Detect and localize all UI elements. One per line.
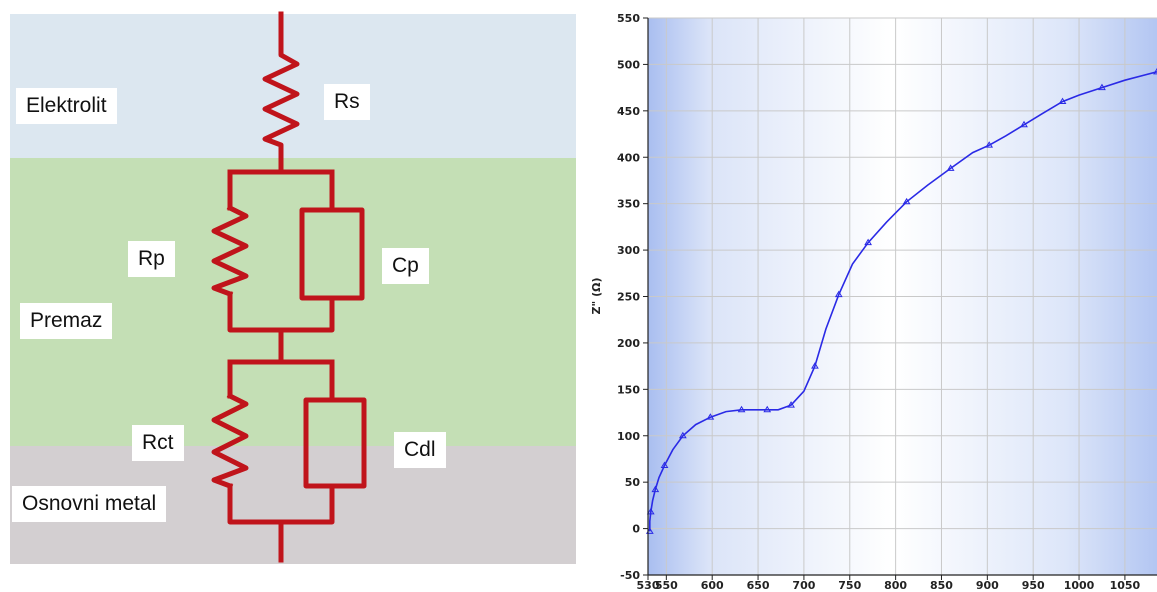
- x-tick-label: 650: [747, 579, 770, 592]
- y-axis-label: Z" (Ω): [590, 278, 603, 315]
- data-point: [660, 461, 669, 468]
- component-label-rp: Rp: [128, 241, 175, 277]
- data-point: [985, 141, 994, 148]
- layer-premaz: [10, 158, 576, 446]
- data-point: [737, 405, 746, 413]
- data-point: [1098, 83, 1106, 91]
- resistor-rct: [211, 392, 249, 490]
- data-point: [763, 405, 772, 413]
- x-tick-label: 550: [655, 579, 678, 592]
- capacitor-cp: [299, 207, 365, 301]
- y-tick-labels: -50 0 50 100 150 200 250 300 350 400 450 500 550: [617, 12, 648, 582]
- data-point: [946, 164, 955, 171]
- y-tick-label: 300: [617, 244, 640, 257]
- x-tick-label: 600: [701, 579, 724, 592]
- data-point: [651, 485, 660, 493]
- component-label-rs: Rs: [324, 84, 370, 120]
- y-tick-label: 250: [617, 291, 640, 304]
- x-tick-label: 850: [930, 579, 953, 592]
- capacitor-cdl: [303, 397, 367, 489]
- component-label-cdl: Cdl: [394, 432, 446, 468]
- component-label-rct: Rct: [132, 425, 184, 461]
- data-point: [1058, 97, 1067, 105]
- x-tick-label: 800: [884, 579, 907, 592]
- data-point: [902, 197, 911, 205]
- branch-2-wires: [227, 359, 335, 563]
- x-tick-label: 900: [976, 579, 999, 592]
- y-tick-label: 400: [617, 151, 640, 164]
- x-tick-label: 1050: [1110, 579, 1141, 592]
- data-point: [678, 431, 687, 439]
- y-tick-label: 0: [632, 523, 640, 536]
- impedance-chart: -50 0 50 100 150 200 250 300 350 400 450 500 550 530…: [590, 12, 1157, 592]
- y-tick-label: 350: [617, 198, 640, 211]
- data-point: [1153, 67, 1157, 75]
- x-tick-label: 530: [637, 579, 660, 592]
- data-point: [787, 401, 795, 408]
- circuit-wires: [211, 11, 367, 563]
- y-tick-label: 200: [617, 337, 640, 350]
- series-markers: [645, 67, 1157, 534]
- y-tick-label: 50: [625, 476, 641, 489]
- data-point: [834, 290, 843, 298]
- y-tick-label: 100: [617, 430, 640, 443]
- data-point: [811, 362, 819, 369]
- y-tick-label: -50: [620, 569, 640, 582]
- equivalent-circuit-diagram: [10, 11, 576, 564]
- data-point: [864, 238, 872, 246]
- y-tick-label: 150: [617, 383, 640, 396]
- resistor-rs: [262, 11, 300, 175]
- y-tick-label: 450: [617, 105, 640, 118]
- y-tick-label: 500: [617, 58, 640, 71]
- data-point: [706, 413, 715, 420]
- layer-label-elektrolit: Elektrolit: [16, 88, 117, 124]
- series-line: [648, 71, 1157, 532]
- layer-label-premaz: Premaz: [20, 303, 113, 339]
- x-tick-label: 700: [792, 579, 815, 592]
- x-tick-label: 1000: [1064, 579, 1095, 592]
- branch-1-wires: [227, 169, 335, 365]
- component-label-cp: Cp: [382, 248, 429, 284]
- layer-elektrolit: [10, 14, 576, 158]
- layer-label-osnovni-metal: Osnovni metal: [12, 486, 167, 522]
- resistor-rp: [211, 204, 249, 298]
- x-tick-label: 750: [838, 579, 861, 592]
- x-tick-label: 950: [1022, 579, 1045, 592]
- y-tick-label: 550: [617, 12, 640, 25]
- data-point: [646, 507, 655, 515]
- data-point: [1020, 120, 1028, 128]
